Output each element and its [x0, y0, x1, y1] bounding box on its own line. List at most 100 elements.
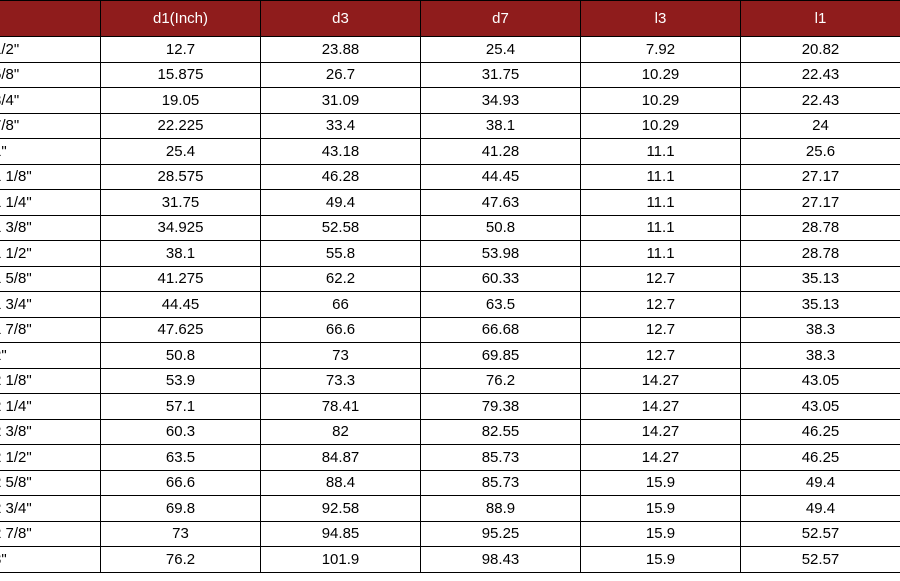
table-row: 3"76.2101.998.4315.952.57: [0, 547, 900, 573]
table-cell: 2 1/8": [0, 368, 101, 394]
table-cell: 15.9: [581, 521, 741, 547]
table-cell: 28.575: [101, 164, 261, 190]
table-cell: 41.275: [101, 266, 261, 292]
table-cell: 24: [741, 113, 900, 139]
col-header-l3: l3: [581, 1, 741, 37]
table-cell: 43.05: [741, 394, 900, 420]
table-cell: 28.78: [741, 215, 900, 241]
header-row: d1(Inch) d3 d7 l3 l1: [0, 1, 900, 37]
table-row: 1 3/8"34.92552.5850.811.128.78: [0, 215, 900, 241]
table-row: 1 7/8"47.62566.666.6812.738.3: [0, 317, 900, 343]
table-cell: 14.27: [581, 394, 741, 420]
table-cell: 1/2": [0, 37, 101, 63]
table-cell: 85.73: [421, 470, 581, 496]
table-cell: 23.88: [261, 37, 421, 63]
table-cell: 88.9: [421, 496, 581, 522]
table-row: 1 3/4"44.456663.512.735.13: [0, 292, 900, 318]
table-cell: 7.92: [581, 37, 741, 63]
table-cell: 50.8: [421, 215, 581, 241]
table-cell: 31.75: [101, 190, 261, 216]
table-cell: 11.1: [581, 190, 741, 216]
table-cell: 78.41: [261, 394, 421, 420]
table-cell: 14.27: [581, 419, 741, 445]
table-cell: 101.9: [261, 547, 421, 573]
table-row: 2 1/2"63.584.8785.7314.2746.25: [0, 445, 900, 471]
table-cell: 2": [0, 343, 101, 369]
table-cell: 14.27: [581, 445, 741, 471]
table-cell: 15.9: [581, 496, 741, 522]
table-cell: 1 1/2": [0, 241, 101, 267]
table-cell: 88.4: [261, 470, 421, 496]
table-row: 1"25.443.1841.2811.125.6: [0, 139, 900, 165]
table-cell: 76.2: [421, 368, 581, 394]
table-row: 2 3/8"60.38282.5514.2746.25: [0, 419, 900, 445]
table-cell: 94.85: [261, 521, 421, 547]
table-cell: 34.925: [101, 215, 261, 241]
col-header-d3: d3: [261, 1, 421, 37]
table-cell: 1 5/8": [0, 266, 101, 292]
table-cell: 49.4: [261, 190, 421, 216]
table-cell: 1 7/8": [0, 317, 101, 343]
table-cell: 66.6: [101, 470, 261, 496]
table-cell: 73: [101, 521, 261, 547]
table-cell: 46.25: [741, 419, 900, 445]
table-cell: 26.7: [261, 62, 421, 88]
table-cell: 5/8": [0, 62, 101, 88]
table-cell: 31.75: [421, 62, 581, 88]
table-cell: 76.2: [101, 547, 261, 573]
table-cell: 1 1/8": [0, 164, 101, 190]
table-cell: 12.7: [581, 266, 741, 292]
table-cell: 2 7/8": [0, 521, 101, 547]
table-cell: 1 3/8": [0, 215, 101, 241]
table-cell: 82.55: [421, 419, 581, 445]
table-cell: 47.63: [421, 190, 581, 216]
table-cell: 92.58: [261, 496, 421, 522]
table-cell: 53.9: [101, 368, 261, 394]
table-cell: 63.5: [101, 445, 261, 471]
table-cell: 95.25: [421, 521, 581, 547]
table-cell: 79.38: [421, 394, 581, 420]
table-row: 2 1/4"57.178.4179.3814.2743.05: [0, 394, 900, 420]
table-cell: 11.1: [581, 164, 741, 190]
table-cell: 3": [0, 547, 101, 573]
table-row: 7/8"22.22533.438.110.2924: [0, 113, 900, 139]
table-cell: 44.45: [421, 164, 581, 190]
table-cell: 11.1: [581, 215, 741, 241]
table-cell: 2 5/8": [0, 470, 101, 496]
table-cell: 12.7: [581, 317, 741, 343]
table-cell: 2 3/8": [0, 419, 101, 445]
table-row: 2 7/8"7394.8595.2515.952.57: [0, 521, 900, 547]
table-cell: 85.73: [421, 445, 581, 471]
table-cell: 49.4: [741, 470, 900, 496]
table-row: 2 1/8"53.973.376.214.2743.05: [0, 368, 900, 394]
table-cell: 46.25: [741, 445, 900, 471]
table-cell: 27.17: [741, 190, 900, 216]
table-cell: 25.6: [741, 139, 900, 165]
table-cell: 55.8: [261, 241, 421, 267]
table-cell: 14.27: [581, 368, 741, 394]
table-cell: 35.13: [741, 266, 900, 292]
table-cell: 12.7: [581, 292, 741, 318]
table-cell: 38.1: [101, 241, 261, 267]
col-header-d7: d7: [421, 1, 581, 37]
table-cell: 38.3: [741, 343, 900, 369]
table-cell: 10.29: [581, 113, 741, 139]
table-cell: 1": [0, 139, 101, 165]
table-cell: 98.43: [421, 547, 581, 573]
table-cell: 69.85: [421, 343, 581, 369]
table-cell: 22.225: [101, 113, 261, 139]
table-row: 1 1/4"31.7549.447.6311.127.17: [0, 190, 900, 216]
table-cell: 43.18: [261, 139, 421, 165]
table-cell: 12.7: [581, 343, 741, 369]
table-row: 2 5/8"66.688.485.7315.949.4: [0, 470, 900, 496]
table-cell: 52.57: [741, 521, 900, 547]
col-header-size: [0, 1, 101, 37]
table-row: 1/2"12.723.8825.47.9220.82: [0, 37, 900, 63]
table-cell: 20.82: [741, 37, 900, 63]
table-row: 2"50.87369.8512.738.3: [0, 343, 900, 369]
col-header-l1: l1: [741, 1, 900, 37]
table-row: 5/8"15.87526.731.7510.2922.43: [0, 62, 900, 88]
table-cell: 49.4: [741, 496, 900, 522]
table-body: 1/2"12.723.8825.47.9220.825/8"15.87526.7…: [0, 37, 900, 573]
table-cell: 25.4: [101, 139, 261, 165]
